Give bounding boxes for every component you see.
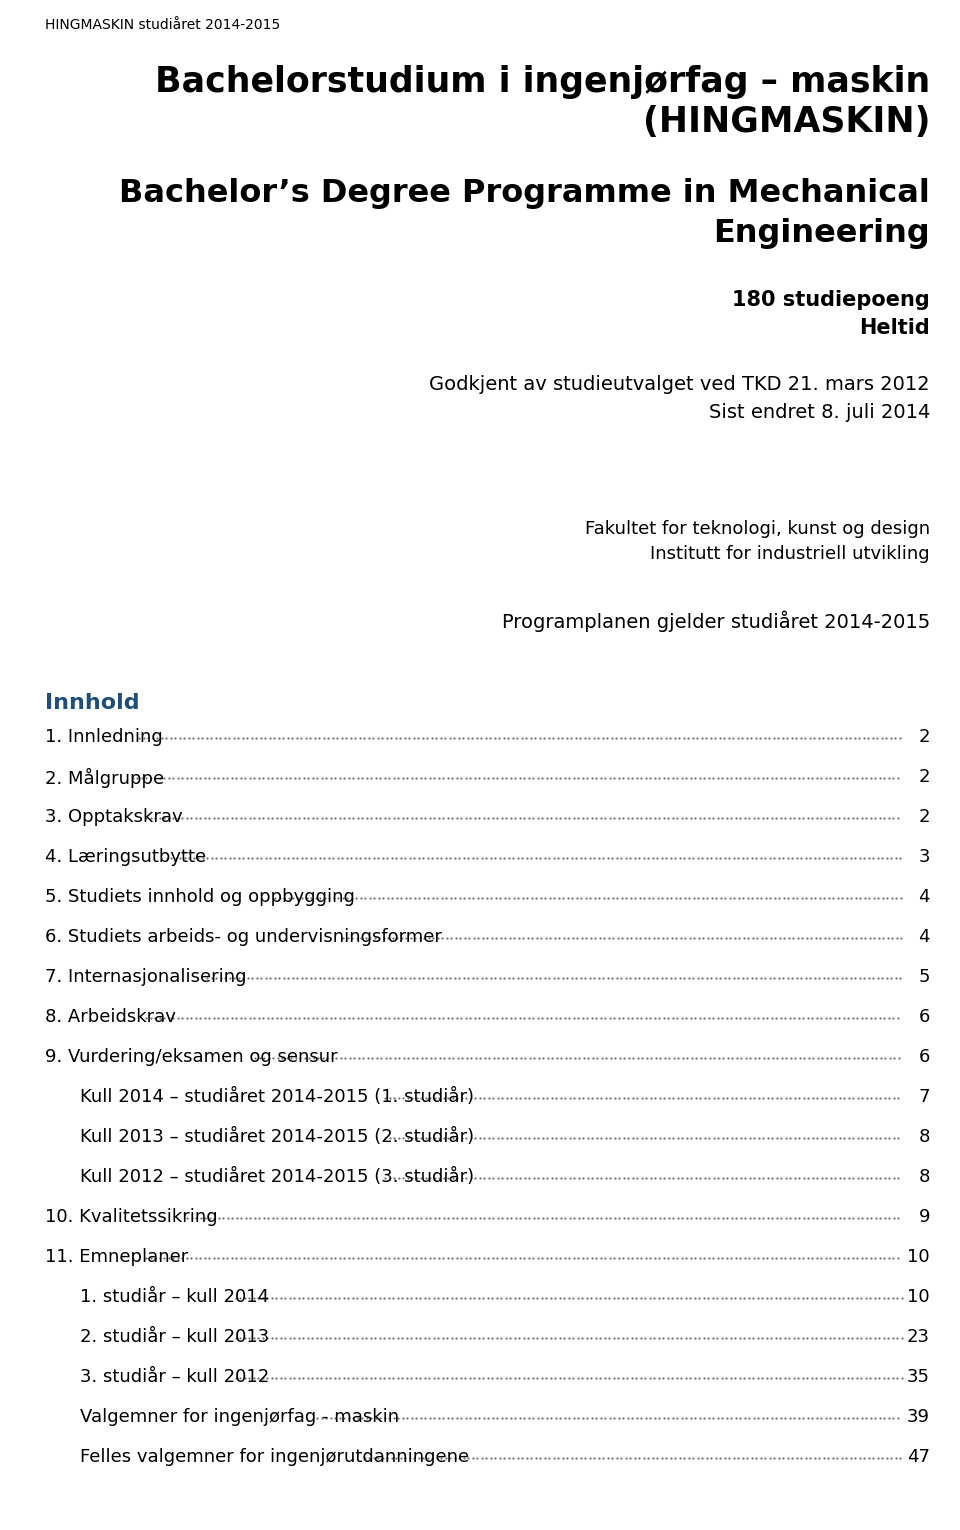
- Text: 11. Emneplaner: 11. Emneplaner: [45, 1248, 188, 1265]
- Text: Bachelorstudium i ingenjørfag – maskin: Bachelorstudium i ingenjørfag – maskin: [155, 64, 930, 99]
- Text: Sist endret 8. juli 2014: Sist endret 8. juli 2014: [708, 402, 930, 422]
- Text: Engineering: Engineering: [713, 217, 930, 249]
- Text: 23: 23: [907, 1328, 930, 1346]
- Text: 10. Kvalitetssikring: 10. Kvalitetssikring: [45, 1209, 218, 1226]
- Text: 6: 6: [919, 1048, 930, 1066]
- Text: 2: 2: [919, 808, 930, 826]
- Text: 2. studiår – kull 2013: 2. studiår – kull 2013: [80, 1328, 269, 1346]
- Text: 3. studiår – kull 2012: 3. studiår – kull 2012: [80, 1368, 269, 1386]
- Text: HINGMASKIN studiåret 2014-2015: HINGMASKIN studiåret 2014-2015: [45, 18, 280, 32]
- Text: (HINGMASKIN): (HINGMASKIN): [642, 106, 930, 139]
- Text: 2: 2: [919, 728, 930, 747]
- Text: 2. Målgruppe: 2. Målgruppe: [45, 768, 164, 788]
- Text: 3. Opptakskrav: 3. Opptakskrav: [45, 808, 182, 826]
- Text: 4: 4: [919, 929, 930, 946]
- Text: 5: 5: [919, 968, 930, 985]
- Text: 1. studiår – kull 2014: 1. studiår – kull 2014: [80, 1288, 269, 1307]
- Text: 7: 7: [919, 1088, 930, 1106]
- Text: 8: 8: [919, 1128, 930, 1146]
- Text: Programplanen gjelder studiåret 2014-2015: Programplanen gjelder studiåret 2014-201…: [502, 610, 930, 632]
- Text: Bachelor’s Degree Programme in Mechanical: Bachelor’s Degree Programme in Mechanica…: [119, 177, 930, 210]
- Text: Kull 2012 – studiåret 2014-2015 (3. studiår): Kull 2012 – studiåret 2014-2015 (3. stud…: [80, 1167, 474, 1186]
- Text: Heltid: Heltid: [859, 318, 930, 338]
- Text: 39: 39: [907, 1408, 930, 1426]
- Text: 8: 8: [919, 1167, 930, 1186]
- Text: 6: 6: [919, 1008, 930, 1027]
- Text: Kull 2014 – studiåret 2014-2015 (1. studiår): Kull 2014 – studiåret 2014-2015 (1. stud…: [80, 1088, 474, 1106]
- Text: Institutt for industriell utvikling: Institutt for industriell utvikling: [650, 545, 930, 563]
- Text: 47: 47: [907, 1447, 930, 1466]
- Text: Felles valgemner for ingenjørutdanningene: Felles valgemner for ingenjørutdanningen…: [80, 1447, 469, 1466]
- Text: Kull 2013 – studiåret 2014-2015 (2. studiår): Kull 2013 – studiåret 2014-2015 (2. stud…: [80, 1128, 474, 1146]
- Text: 4. Læringsutbytte: 4. Læringsutbytte: [45, 848, 206, 866]
- Text: 10: 10: [907, 1248, 930, 1265]
- Text: Innhold: Innhold: [45, 693, 139, 713]
- Text: Valgemner for ingenjørfag - maskin: Valgemner for ingenjørfag - maskin: [80, 1408, 399, 1426]
- Text: 5. Studiets innhold og oppbygging: 5. Studiets innhold og oppbygging: [45, 887, 355, 906]
- Text: 9: 9: [919, 1209, 930, 1226]
- Text: 6. Studiets arbeids- og undervisningsformer: 6. Studiets arbeids- og undervisningsfor…: [45, 929, 442, 946]
- Text: 35: 35: [907, 1368, 930, 1386]
- Text: 7. Internasjonalisering: 7. Internasjonalisering: [45, 968, 247, 985]
- Text: 4: 4: [919, 887, 930, 906]
- Text: Fakultet for teknologi, kunst og design: Fakultet for teknologi, kunst og design: [585, 520, 930, 539]
- Text: 3: 3: [919, 848, 930, 866]
- Text: 10: 10: [907, 1288, 930, 1307]
- Text: 2: 2: [919, 768, 930, 786]
- Text: 1. Innledning: 1. Innledning: [45, 728, 163, 747]
- Text: Godkjent av studieutvalget ved TKD 21. mars 2012: Godkjent av studieutvalget ved TKD 21. m…: [429, 375, 930, 395]
- Text: 180 studiepoeng: 180 studiepoeng: [732, 291, 930, 311]
- Text: 9. Vurdering/eksamen og sensur: 9. Vurdering/eksamen og sensur: [45, 1048, 338, 1066]
- Text: 8. Arbeidskrav: 8. Arbeidskrav: [45, 1008, 176, 1027]
